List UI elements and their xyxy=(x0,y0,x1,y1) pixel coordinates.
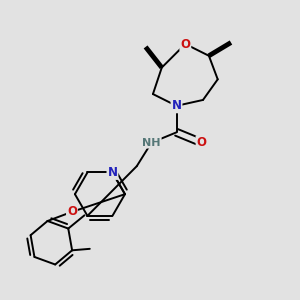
Text: O: O xyxy=(180,38,190,50)
Text: O: O xyxy=(67,205,77,218)
Text: O: O xyxy=(196,136,206,149)
Text: NH: NH xyxy=(142,138,161,148)
Text: N: N xyxy=(107,166,118,179)
Text: N: N xyxy=(172,99,182,112)
